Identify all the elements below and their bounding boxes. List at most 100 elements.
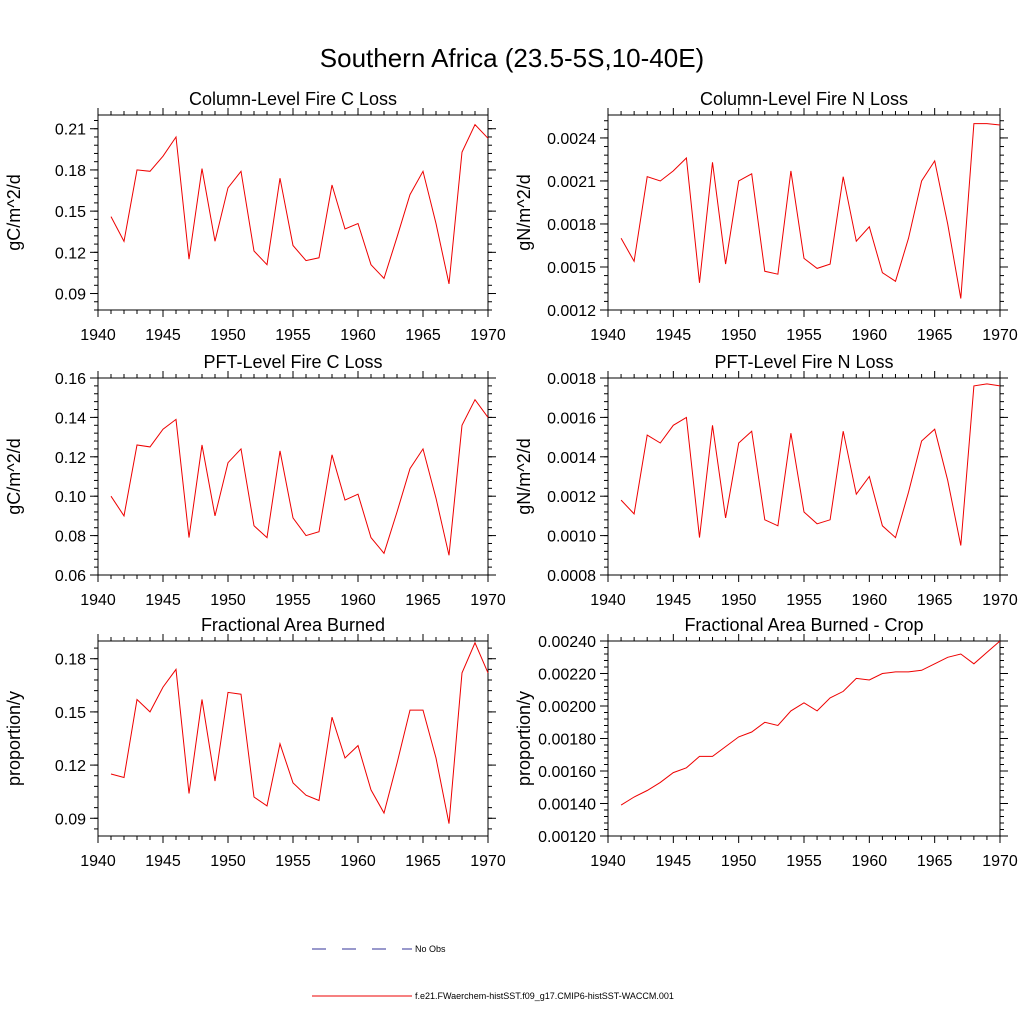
x-tick-label: 1945 <box>656 592 692 609</box>
y-tick-label: 0.0018 <box>547 217 596 234</box>
y-tick-label: 0.15 <box>55 204 86 221</box>
x-tick-label: 1940 <box>590 853 626 870</box>
x-tick-label: 1970 <box>470 592 506 609</box>
y-tick-label: 0.10 <box>55 489 86 506</box>
x-tick-label: 1950 <box>721 327 757 344</box>
plot-frame <box>97 640 489 837</box>
legend-label-no-obs: No Obs <box>415 944 446 954</box>
panel-title: Column-Level Fire N Loss <box>700 89 908 109</box>
legend: No Obs f.e21.FWaerchem-histSST.f09_g17.C… <box>312 944 674 1001</box>
y-tick-label: 0.00160 <box>538 764 596 781</box>
y-tick-label: 0.00200 <box>538 699 596 716</box>
y-tick-label: 0.09 <box>55 811 86 828</box>
y-tick-label: 0.12 <box>55 245 86 262</box>
x-tick-label: 1945 <box>656 853 692 870</box>
plot-frame <box>607 114 1001 311</box>
y-tick-label: 0.18 <box>55 163 86 180</box>
x-tick-label: 1940 <box>590 327 626 344</box>
x-tick-label: 1960 <box>340 327 376 344</box>
x-tick-label: 1970 <box>982 853 1018 870</box>
x-tick-label: 1970 <box>982 592 1018 609</box>
chart-panel-1: 1940 1945 1950 1955 1960 1965 1970 0.09 0.12 0.15… <box>4 89 506 344</box>
y-tick-label: 0.0024 <box>547 131 596 148</box>
chart-panel-5: 1940 1945 1950 1955 1960 1965 1970 0.09 0.12 0.15… <box>4 615 506 870</box>
panels: 1940 1945 1950 1955 1960 1965 1970 0.09 0.12 0.15… <box>4 89 1018 870</box>
panel-title: PFT-Level Fire N Loss <box>714 352 893 372</box>
y-tick-label: 0.0010 <box>547 529 596 546</box>
y-axis-label: proportion/y <box>4 691 24 786</box>
x-tick-label: 1945 <box>145 327 181 344</box>
x-tick-label: 1945 <box>145 592 181 609</box>
x-tick-label: 1960 <box>340 853 376 870</box>
x-tick-label: 1955 <box>786 592 822 609</box>
figure-title: Southern Africa (23.5-5S,10-40E) <box>320 43 704 73</box>
x-tick-label: 1940 <box>80 327 116 344</box>
x-tick-label: 1960 <box>852 327 888 344</box>
chart-panel-6: 1940 1945 1950 1955 1960 1965 1970 0.00120 0.001… <box>514 615 1018 870</box>
y-axis-label: gN/m^2/d <box>514 174 534 250</box>
x-tick-label: 1950 <box>721 853 757 870</box>
y-axis-label: gC/m^2/d <box>4 174 24 250</box>
plot-frame <box>607 640 1001 837</box>
x-tick-label: 1945 <box>656 327 692 344</box>
plot-frame <box>97 377 489 576</box>
x-tick-label: 1955 <box>275 592 311 609</box>
series-line <box>620 383 1001 546</box>
x-tick-label: 1965 <box>917 853 953 870</box>
x-tick-label: 1950 <box>210 853 246 870</box>
x-tick-label: 1960 <box>852 853 888 870</box>
chart-panel-4: 1940 1945 1950 1955 1960 1965 1970 0.0008 0.0010… <box>514 352 1018 609</box>
y-tick-label: 0.18 <box>55 652 86 669</box>
x-tick-label: 1970 <box>470 327 506 344</box>
x-tick-label: 1955 <box>275 327 311 344</box>
y-tick-label: 0.08 <box>55 529 86 546</box>
x-tick-label: 1955 <box>786 853 822 870</box>
y-tick-label: 0.12 <box>55 758 86 775</box>
x-tick-label: 1965 <box>917 592 953 609</box>
x-tick-label: 1940 <box>590 592 626 609</box>
x-tick-label: 1965 <box>917 327 953 344</box>
x-tick-label: 1960 <box>852 592 888 609</box>
y-tick-label: 0.0018 <box>547 371 596 388</box>
y-tick-label: 0.0016 <box>547 410 596 427</box>
y-tick-label: 0.0008 <box>547 568 596 585</box>
y-axis-label: gN/m^2/d <box>514 438 534 514</box>
legend-label-model: f.e21.FWaerchem-histSST.f09_g17.CMIP6-hi… <box>415 991 674 1001</box>
series-line <box>110 641 489 824</box>
panel-title: Fractional Area Burned - Crop <box>684 615 923 635</box>
y-tick-label: 0.00140 <box>538 797 596 814</box>
y-tick-label: 0.00120 <box>538 829 596 846</box>
plot-frame <box>97 114 489 311</box>
y-tick-label: 0.0012 <box>547 489 596 506</box>
x-tick-label: 1960 <box>340 592 376 609</box>
x-tick-label: 1965 <box>405 853 441 870</box>
series-line <box>620 123 1001 299</box>
x-tick-label: 1950 <box>210 592 246 609</box>
x-tick-label: 1970 <box>470 853 506 870</box>
y-axis-label: proportion/y <box>514 691 534 786</box>
x-tick-label: 1955 <box>275 853 311 870</box>
y-axis-label: gC/m^2/d <box>4 438 24 514</box>
y-tick-label: 0.0015 <box>547 260 596 277</box>
x-tick-label: 1965 <box>405 592 441 609</box>
series-line <box>620 640 1001 806</box>
y-tick-label: 0.0012 <box>547 303 596 320</box>
y-tick-label: 0.00240 <box>538 634 596 651</box>
x-tick-label: 1950 <box>210 327 246 344</box>
y-tick-label: 0.0021 <box>547 174 596 191</box>
y-tick-label: 0.12 <box>55 450 86 467</box>
panel-title: Fractional Area Burned <box>201 615 385 635</box>
y-tick-label: 0.09 <box>55 287 86 304</box>
y-tick-label: 0.15 <box>55 705 86 722</box>
x-tick-label: 1950 <box>721 592 757 609</box>
chart-panel-3: 1940 1945 1950 1955 1960 1965 1970 0.06 0.08 0.10… <box>4 352 506 609</box>
x-tick-label: 1945 <box>145 853 181 870</box>
y-tick-label: 0.14 <box>55 410 86 427</box>
y-tick-label: 0.16 <box>55 371 86 388</box>
panel-title: Column-Level Fire C Loss <box>189 89 397 109</box>
chart-panel-2: 1940 1945 1950 1955 1960 1965 1970 0.0012 0.0015… <box>514 89 1018 344</box>
y-tick-label: 0.0014 <box>547 450 596 467</box>
x-tick-label: 1965 <box>405 327 441 344</box>
